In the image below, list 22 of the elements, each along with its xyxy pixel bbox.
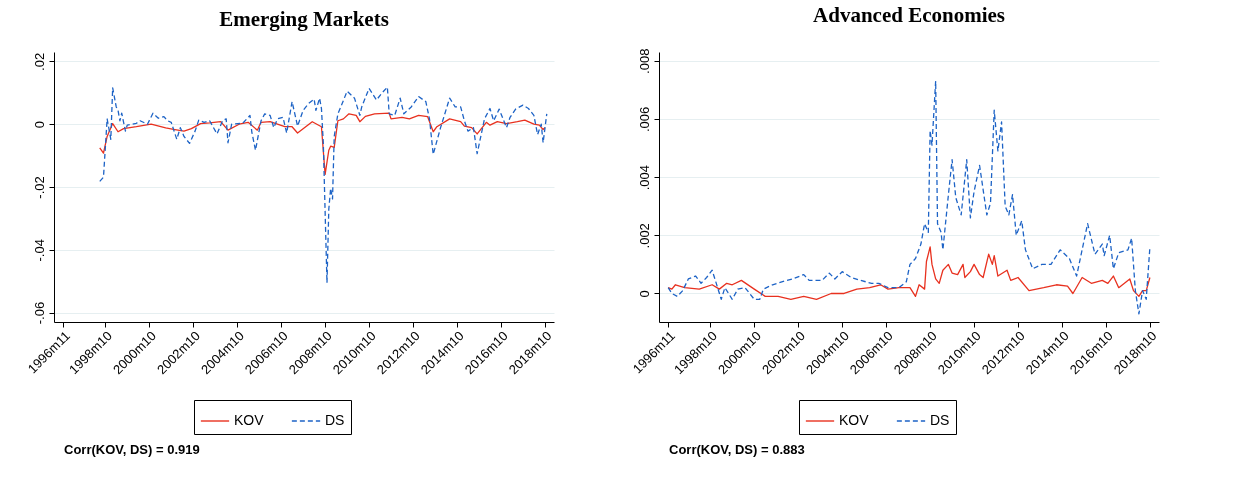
legend-label: KOV [839,412,870,428]
y-tick-label: .02 [31,52,47,71]
chart-title: Emerging Markets [219,7,389,31]
line-series [99,112,546,176]
line-series [667,80,1151,315]
legend-label: KOV [234,412,265,428]
text: Corr(KOV, DS) = 0.919 [64,442,200,457]
y-tick-label: -.02 [31,176,47,199]
chart-title: Advanced Economies [813,3,1005,28]
line-series [667,246,1151,300]
y-tick-label: 0 [636,290,652,298]
legend-label: DS [930,412,950,428]
line-series [99,86,548,284]
y-tick-label: -.06 [31,301,47,325]
y-tick-label: .002 [636,223,652,249]
y-tick-label: -.04 [31,239,47,262]
legend-label: DS [325,412,345,428]
y-tick-label: 0 [31,121,47,129]
y-tick-label: .006 [636,106,652,133]
y-tick-label: .004 [636,164,652,191]
y-tick-label: .008 [636,48,652,74]
text: Corr(KOV, DS) = 0.883 [669,442,805,457]
